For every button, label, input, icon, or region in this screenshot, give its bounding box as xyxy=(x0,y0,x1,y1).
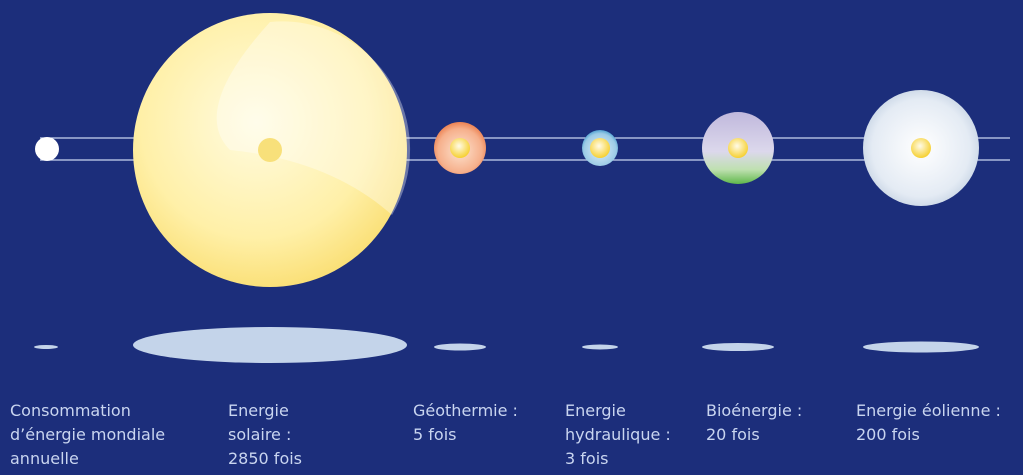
labels: Consommation d’énergie mondiale annuelle En… xyxy=(10,401,1001,468)
core xyxy=(590,138,610,158)
label: solaire : xyxy=(228,425,291,444)
label: d’énergie mondiale xyxy=(10,425,165,444)
shadow xyxy=(34,345,58,349)
shadow xyxy=(133,327,407,363)
label: Géothermie : xyxy=(413,401,518,420)
label: 2850 fois xyxy=(228,449,302,468)
label: 5 fois xyxy=(413,425,456,444)
shadow xyxy=(434,343,486,351)
label: Energie xyxy=(228,401,289,420)
label: hydraulique : xyxy=(565,425,671,444)
core xyxy=(258,138,282,162)
core xyxy=(728,138,748,158)
core xyxy=(911,138,931,158)
label: Energie xyxy=(565,401,626,420)
sphere-consumption xyxy=(35,137,59,161)
label: 200 fois xyxy=(856,425,920,444)
highlight xyxy=(216,21,411,215)
label: Bioénergie : xyxy=(706,401,802,420)
shadow xyxy=(582,344,618,350)
label: 20 fois xyxy=(706,425,760,444)
label: 3 fois xyxy=(565,449,608,468)
label: annuelle xyxy=(10,449,79,468)
shadow xyxy=(702,343,774,351)
label: Energie éolienne : xyxy=(856,401,1001,420)
label: Consommation xyxy=(10,401,131,420)
shadows xyxy=(34,327,979,363)
shadow xyxy=(863,341,979,353)
core xyxy=(450,138,470,158)
